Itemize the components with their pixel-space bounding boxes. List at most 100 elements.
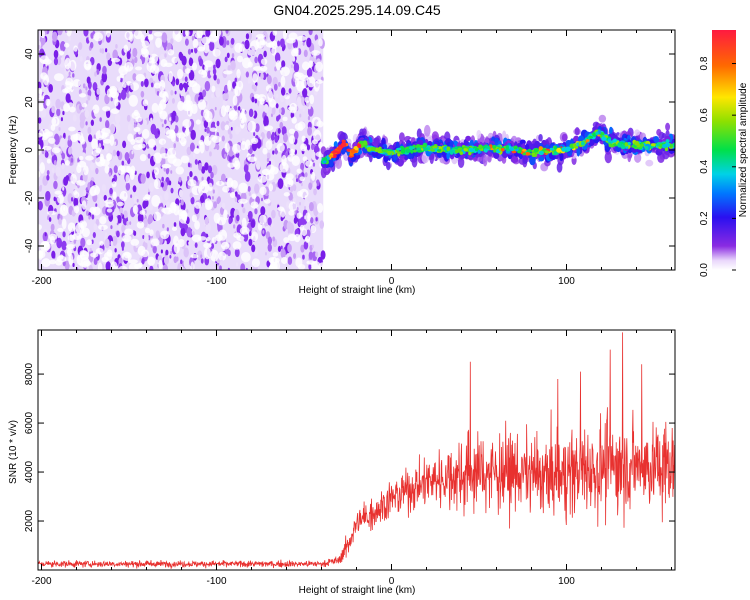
noise-blob <box>85 121 88 126</box>
noise-blob <box>230 60 236 71</box>
noise-gap <box>78 155 84 161</box>
noise-gap <box>38 87 43 97</box>
signal-core <box>659 143 663 148</box>
x-tick-label: -100 <box>206 576 226 587</box>
noise-gap <box>283 237 290 243</box>
noise-gap <box>306 76 316 88</box>
noise-blob <box>264 251 267 256</box>
noise-gap <box>210 249 219 262</box>
noise-blob <box>273 108 276 112</box>
noise-blob <box>209 151 212 157</box>
snr-frame <box>37 329 676 571</box>
noise-blob <box>184 76 188 83</box>
noise-gap <box>180 155 190 164</box>
x-tick-label: -200 <box>31 276 51 287</box>
noise-blob <box>161 32 168 43</box>
noise-blob <box>225 30 229 34</box>
noise-gap <box>93 32 104 42</box>
noise-gap <box>182 119 192 129</box>
noise-gap <box>65 160 71 166</box>
noise-blob <box>302 107 305 112</box>
signal-body <box>371 151 379 157</box>
noise-blob <box>79 104 83 111</box>
noise-blob <box>82 152 86 158</box>
noise-gap <box>99 240 104 246</box>
noise-gap <box>301 135 306 142</box>
y-tick-label: 8000 <box>24 363 35 386</box>
noise-blob <box>70 158 74 163</box>
noise-blob <box>126 221 129 226</box>
noise-blob <box>206 126 210 134</box>
noise-gap <box>296 35 307 41</box>
noise-gap <box>124 30 134 41</box>
noise-blob <box>64 260 70 270</box>
signal-body <box>534 140 540 147</box>
noise-gap <box>153 31 163 37</box>
noise-blob <box>102 65 107 75</box>
x-tick-label: 0 <box>389 576 395 587</box>
noise-gap <box>122 234 132 243</box>
noise-gap <box>284 94 290 100</box>
noise-gap <box>197 46 206 52</box>
noise-gap <box>56 255 67 263</box>
noise-gap <box>104 252 113 261</box>
noise-gap <box>250 201 259 209</box>
noise-gap <box>147 256 156 266</box>
noise-blob <box>180 266 184 270</box>
noise-blob <box>274 180 277 184</box>
signal-core <box>522 148 527 152</box>
noise-blob <box>106 52 111 61</box>
signal-core <box>382 149 387 153</box>
noise-blob <box>282 133 288 143</box>
signal-core <box>662 144 667 148</box>
noise-region <box>38 30 328 270</box>
noise-gap <box>173 243 180 254</box>
noise-blob <box>253 132 256 137</box>
signal-body <box>559 151 564 162</box>
noise-gap <box>194 201 202 209</box>
noise-blob <box>187 162 191 168</box>
noise-blob <box>93 134 97 140</box>
x-tick-label: -200 <box>31 576 51 587</box>
noise-gap <box>301 79 307 89</box>
noise-blob <box>86 76 91 84</box>
noise-blob <box>149 265 154 270</box>
signal-body <box>521 143 526 150</box>
signal-core <box>588 135 594 139</box>
noise-blob <box>146 171 150 179</box>
noise-blob <box>147 153 151 159</box>
noise-blob <box>277 245 282 253</box>
noise-blob <box>38 81 42 90</box>
signal-core <box>387 150 392 156</box>
noise-blob <box>133 195 139 206</box>
noise-gap <box>289 148 295 156</box>
noise-gap <box>47 210 57 216</box>
noise-blob <box>308 251 314 260</box>
noise-blob <box>204 216 209 225</box>
noise-gap <box>191 185 202 196</box>
signal-core <box>608 143 614 148</box>
noise-gap <box>240 113 245 118</box>
noise-blob <box>248 191 251 197</box>
noise-blob <box>266 130 272 140</box>
noise-gap <box>199 141 205 154</box>
noise-gap <box>203 60 214 68</box>
noise-blob <box>115 44 118 49</box>
noise-gap <box>242 57 251 69</box>
signal-core <box>617 142 622 148</box>
noise-blob <box>82 189 87 197</box>
signal-core <box>531 154 538 158</box>
noise-gap <box>142 128 150 139</box>
noise-gap <box>285 173 294 180</box>
noise-gap <box>110 57 121 63</box>
noise-blob <box>231 87 234 92</box>
noise-blob <box>180 199 184 206</box>
noise-gap <box>114 98 119 107</box>
noise-gap <box>95 247 104 255</box>
noise-gap <box>194 220 200 230</box>
noise-blob <box>70 197 74 202</box>
noise-gap <box>112 191 117 200</box>
signal-halo <box>457 156 465 168</box>
noise-blob <box>89 180 94 187</box>
noise-blob <box>280 245 283 250</box>
